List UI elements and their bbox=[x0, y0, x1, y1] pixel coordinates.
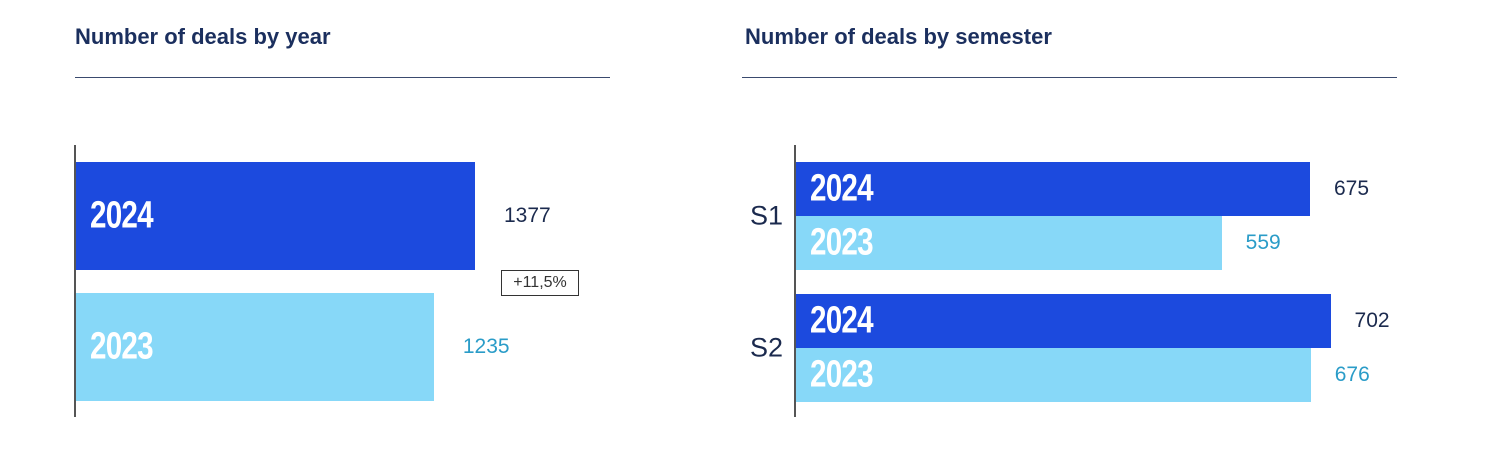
bar-label: 2023 bbox=[90, 325, 154, 368]
bar-label: 2023 bbox=[810, 353, 874, 396]
title-divider bbox=[75, 77, 610, 78]
value-label: 702 bbox=[1354, 309, 1390, 332]
value-label: 1377 bbox=[504, 204, 551, 227]
bar-label: 2024 bbox=[810, 299, 874, 342]
growth-badge: +11,5% bbox=[501, 270, 579, 296]
bar-S2-2024: 2024 bbox=[796, 294, 1331, 348]
value-label: 559 bbox=[1245, 231, 1281, 254]
y-axis-line bbox=[74, 145, 76, 417]
chart-title: Number of deals by year bbox=[75, 24, 331, 49]
category-label-S1: S1 bbox=[750, 200, 784, 231]
bar-S1-2023: 2023 bbox=[796, 216, 1222, 270]
bar-S1-2024: 2024 bbox=[796, 162, 1310, 216]
chart-title: Number of deals by semester bbox=[745, 24, 1052, 49]
bar-2024: 2024 bbox=[76, 162, 475, 270]
value-label: 676 bbox=[1334, 363, 1370, 386]
bar-label: 2024 bbox=[90, 194, 154, 237]
category-label-S2: S2 bbox=[750, 332, 784, 363]
title-divider bbox=[742, 77, 1397, 78]
bar-label: 2024 bbox=[810, 167, 874, 210]
value-label: 675 bbox=[1334, 177, 1370, 200]
bar-label: 2023 bbox=[810, 221, 874, 264]
bar-S2-2023: 2023 bbox=[796, 348, 1311, 402]
bar-2023: 2023 bbox=[76, 293, 434, 401]
value-label: 1235 bbox=[462, 335, 510, 358]
y-axis-line bbox=[794, 145, 796, 417]
